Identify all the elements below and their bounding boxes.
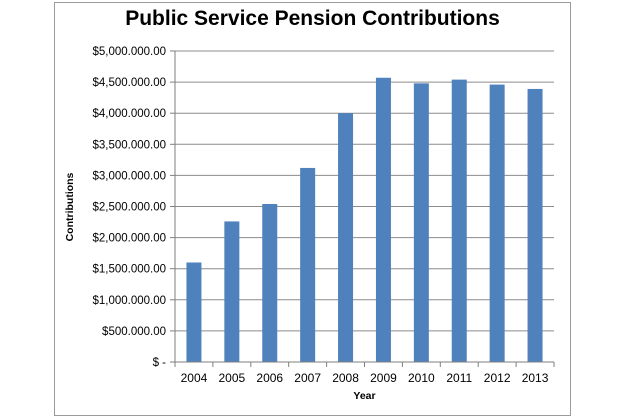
bars	[186, 77, 543, 363]
x-tick-label: 2007	[294, 371, 321, 385]
y-tick-label: $3,500.000.00	[92, 139, 166, 151]
bar-2007	[300, 167, 316, 362]
bar-2012	[489, 84, 505, 362]
bar-2008	[338, 113, 354, 362]
bar-2011	[451, 79, 467, 362]
x-tick-label: 2010	[408, 371, 435, 385]
x-tick-label: 2011	[446, 371, 472, 385]
x-tick-label: 2005	[218, 371, 245, 385]
bar-2013	[527, 88, 543, 362]
bar-2004	[186, 262, 202, 362]
y-tick-label: $2,500.000.00	[92, 202, 166, 214]
y-tick-label: $1,500.000.00	[92, 264, 166, 276]
x-tick-label: 2013	[522, 371, 549, 385]
y-tick-label: $4,000.000.00	[92, 108, 166, 120]
x-tick-labels: 2004 2005 2006 2007 2008 2009 2010 2011 2012 2013	[181, 371, 549, 385]
x-tick-label: 2009	[370, 371, 397, 385]
y-tick-label: $5,000.000.00	[92, 46, 166, 58]
y-tick-label: $3,000.000.00	[92, 170, 166, 182]
y-tick-label: $ -	[153, 357, 167, 369]
bar-2006	[262, 204, 278, 362]
chart-title: Public Service Pension Contributions	[125, 7, 500, 30]
x-tick-label: 2004	[181, 371, 208, 385]
y-tick-label: $2,000.000.00	[92, 233, 166, 245]
x-axis-title: Year	[353, 390, 375, 402]
x-tick-label: 2006	[256, 371, 283, 385]
bar-2009	[375, 77, 391, 362]
y-tick-label: $4,500.000.00	[92, 77, 166, 89]
y-tick-label: $1,000.000.00	[92, 295, 166, 307]
bar-2010	[413, 83, 429, 363]
y-axis-title: Contributions	[64, 172, 76, 241]
x-tick-label: 2008	[332, 371, 359, 385]
y-tick-label: $500.000.00	[102, 326, 166, 338]
x-tick-label: 2012	[484, 371, 511, 385]
y-tick-labels: $ - $500.000.00 $1,000.000.00 $1,500.000.00…	[92, 46, 166, 369]
bar-2005	[224, 221, 240, 362]
axes	[174, 51, 554, 363]
